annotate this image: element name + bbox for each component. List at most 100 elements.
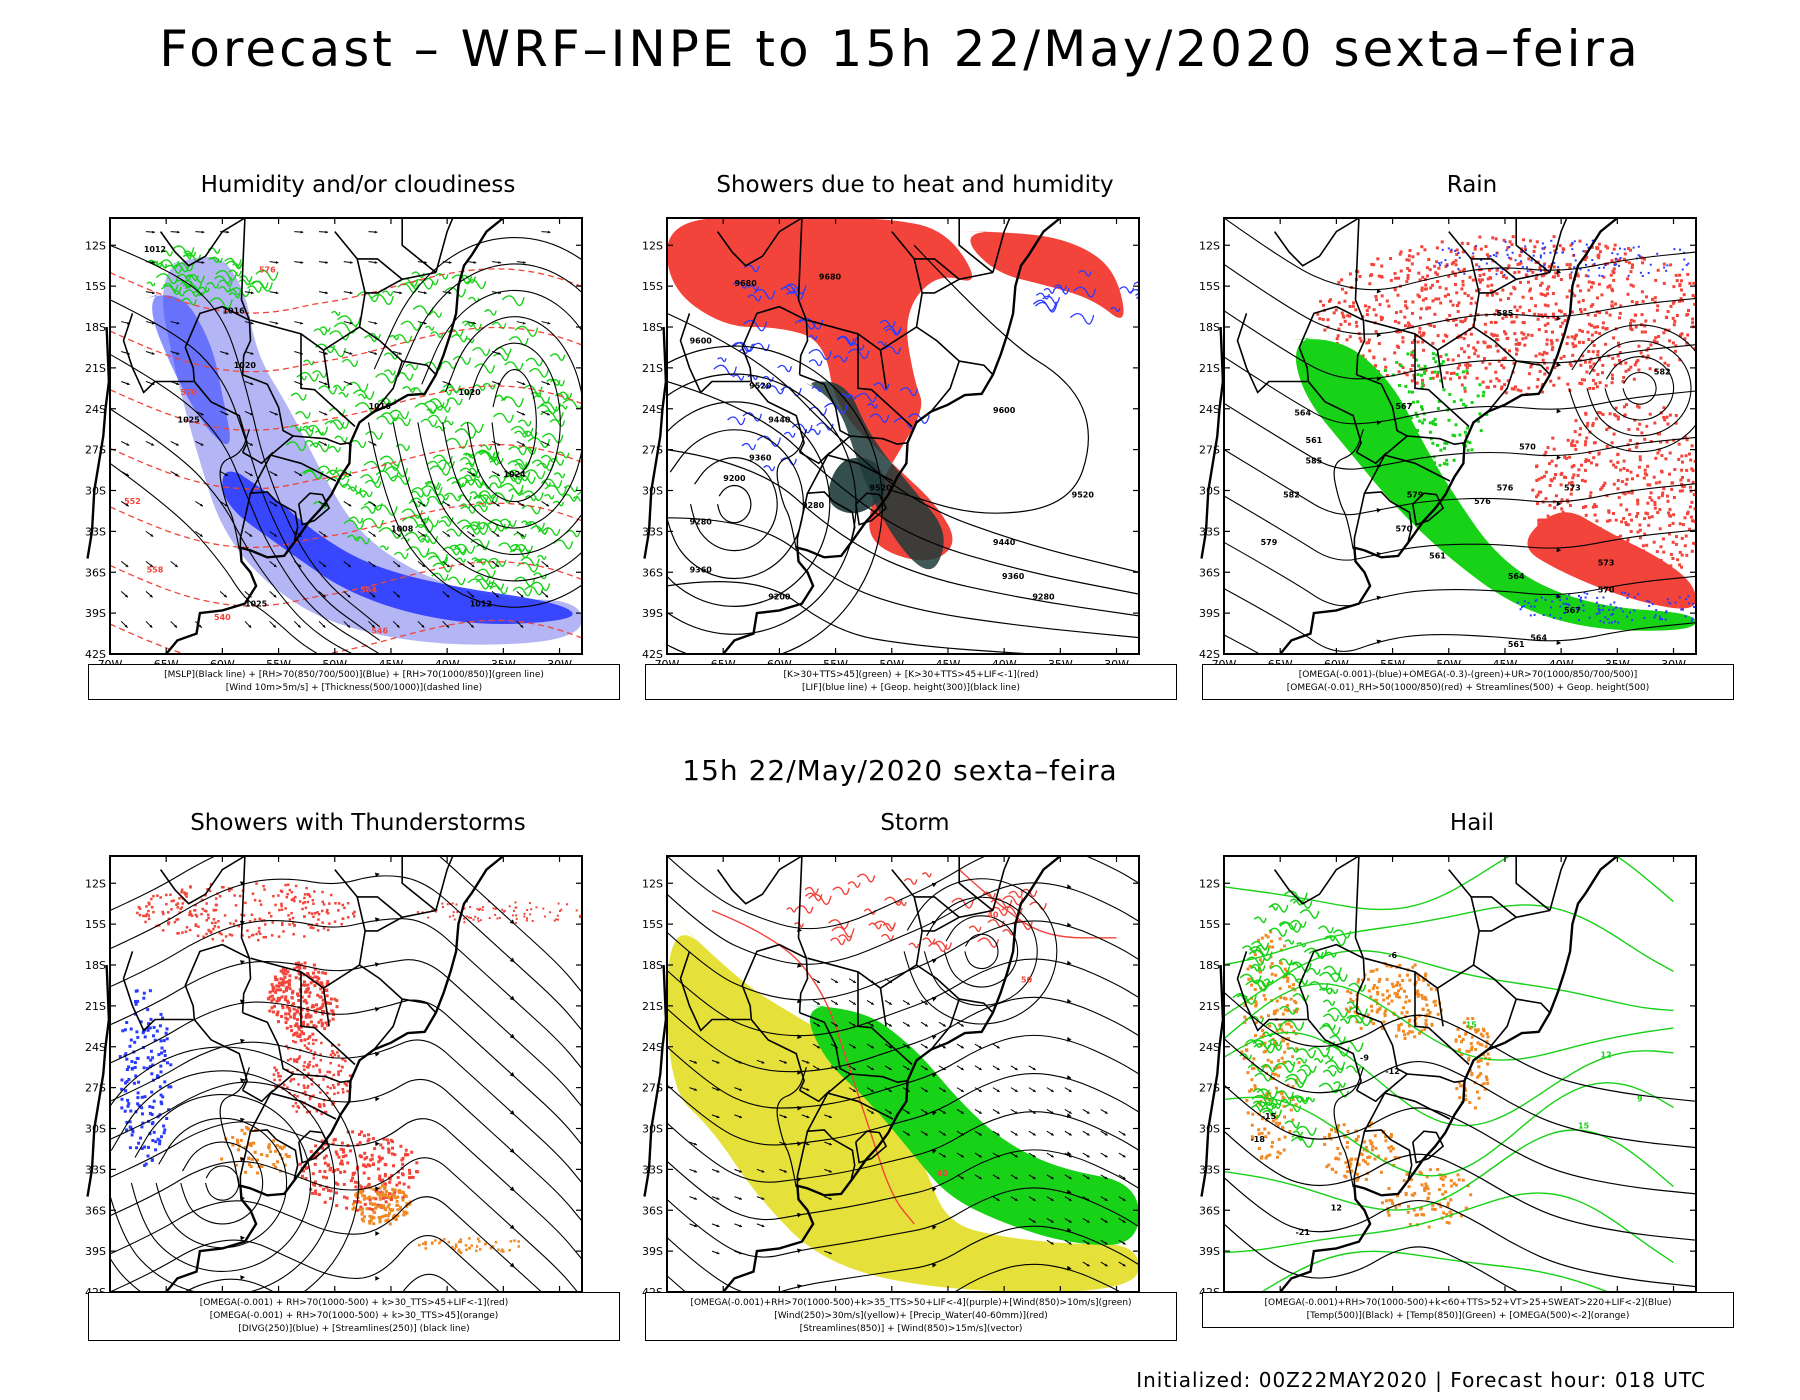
lat-tick-label: 24S — [642, 1041, 663, 1054]
contour-label: 9680 — [819, 272, 842, 281]
contour-label: 546 — [371, 627, 388, 636]
contour-label: 576 — [1497, 484, 1514, 493]
contour-label: 573 — [1598, 558, 1615, 567]
legend-line: [Temp(500)](Black) + [Temp(850)](Green) … — [1306, 1311, 1630, 1321]
lat-tick-label: 27S — [1199, 1082, 1220, 1095]
lat-tick-label: 21S — [642, 362, 663, 375]
lat-tick-label: 33S — [85, 525, 106, 538]
lat-tick-label: 30S — [1199, 1123, 1220, 1136]
lat-tick-label: 21S — [85, 362, 106, 375]
panel-legend: [K>30+TTS>45](green) + [K>30+TTS>45+LIF<… — [645, 664, 1177, 700]
legend-line: [MSLP](Black line) + [RH>70(850/700/500)… — [164, 670, 544, 680]
lat-tick-label: 12S — [85, 239, 106, 252]
field-area — [923, 286, 983, 386]
lat-tick-label: 30S — [642, 485, 663, 498]
lat-tick-label: 15S — [642, 918, 663, 931]
lat-tick-label: 18S — [1199, 959, 1220, 972]
contour-label: 570 — [1519, 443, 1536, 452]
field-area — [1527, 504, 1696, 609]
contour-label: -9 — [1360, 1053, 1369, 1062]
lat-tick-label: 33S — [1199, 525, 1220, 538]
lat-tick-label: 30S — [642, 1123, 663, 1136]
legend-line: [OMEGA(-0.001) + RH>70(1000-500) + k>30_… — [199, 1298, 509, 1308]
contour-label: -15 — [1262, 1112, 1277, 1121]
contour-label: 1025 — [245, 599, 268, 608]
panel-legend: [OMEGA(-0.001) + RH>70(1000-500) + k>30_… — [88, 1292, 620, 1341]
lat-tick-label: 39S — [642, 607, 663, 620]
contour-label: 582 — [1654, 368, 1671, 377]
legend-line: [Wind(250)>30m/s](yellow)+ [Precip_Water… — [774, 1311, 1048, 1321]
lat-tick-label: 12S — [1199, 239, 1220, 252]
contour-label: -12 — [1385, 1067, 1399, 1076]
contour-label: 1020 — [234, 361, 257, 370]
lat-tick-label: 21S — [1199, 1000, 1220, 1013]
contour-label: 564 — [360, 586, 377, 595]
contour-label: -6 — [1388, 951, 1397, 960]
contour-label: 9200 — [723, 474, 746, 483]
panel-title: Rain — [1446, 172, 1498, 198]
contour-label: 576 — [1474, 497, 1491, 506]
lat-tick-label: 18S — [642, 959, 663, 972]
rain-map: 585 582 579 576 573 570 567 564 561 585 582 579 576 5… — [1199, 217, 1697, 671]
contour-label: 1012 — [144, 245, 166, 254]
contour-label: 1016 — [222, 306, 245, 315]
contour-label: 570 — [180, 388, 197, 397]
lat-tick-label: 30S — [85, 1123, 106, 1136]
contour-label: 9600 — [690, 336, 713, 345]
lat-tick-label: 33S — [642, 525, 663, 538]
thunderstorms-map: 70W65W60W55W50W45W40W35W30W12S15S18S21S2… — [85, 855, 583, 1309]
panel-title: Hail — [1449, 810, 1495, 836]
contour-label: 558 — [147, 565, 164, 574]
lat-tick-label: 42S — [85, 648, 106, 661]
contour-label: 9520 — [1072, 490, 1095, 499]
lat-tick-label: 30S — [1199, 485, 1220, 498]
lat-tick-label: 39S — [85, 1245, 106, 1258]
field-area — [959, 231, 1124, 318]
lat-tick-label: 21S — [85, 1000, 106, 1013]
legend-line: [DIVG(250)](blue) + [Streamlines(250)] (… — [238, 1324, 470, 1334]
contour-label: 561 — [1429, 552, 1446, 561]
lat-tick-label: 36S — [1199, 1204, 1220, 1217]
lat-tick-label: 39S — [1199, 607, 1220, 620]
lat-tick-label: 18S — [642, 321, 663, 334]
contour-label: 576 — [259, 266, 276, 275]
lat-tick-label: 12S — [1199, 877, 1220, 890]
contour-label: 12 — [1331, 1203, 1342, 1212]
contour-label: 579 — [1261, 538, 1278, 547]
contour-label: 552 — [124, 497, 141, 506]
contour-label: 12 — [1601, 1051, 1612, 1060]
lat-tick-label: 36S — [642, 566, 663, 579]
contour-label: 40 — [937, 1169, 949, 1178]
field-area — [667, 910, 1139, 1292]
contour-label: 1008 — [391, 524, 414, 533]
panel-title: Storm — [880, 810, 950, 836]
lat-tick-label: 39S — [642, 1245, 663, 1258]
contour-label: 564 — [1294, 409, 1311, 418]
mid-title: 15h 22/May/2020 sexta–feira — [682, 754, 1118, 787]
lat-tick-label: 36S — [642, 1204, 663, 1217]
contour-label: 567 — [1564, 606, 1581, 615]
showers-heat-map: 9680 9680 9600 9520 9440 9360 9200 9280 9600 9520… — [642, 217, 1140, 671]
legend-line: [LIF](blue line) + [Geop. height(300)](b… — [801, 683, 1021, 693]
panel-title: Humidity and/or cloudiness — [200, 172, 516, 198]
contour-label: 1020 — [458, 388, 481, 397]
lat-tick-label: 36S — [85, 566, 106, 579]
contour-label: 564 — [1530, 633, 1547, 642]
hail-map: -9-12-15-18-21151291512-670W65W60W55W50W… — [1199, 855, 1697, 1309]
lat-tick-label: 27S — [642, 444, 663, 457]
contour-label: 540 — [214, 613, 231, 622]
contour-label: 582 — [1283, 490, 1300, 499]
contour-label: 9680 — [735, 279, 758, 288]
lat-tick-label: 12S — [642, 877, 663, 890]
contour-label: 570 — [1598, 586, 1615, 595]
contour-label: 573 — [1564, 484, 1581, 493]
legend-line: [OMEGA(-0.001)-(blue)+OMEGA(-0.3)-(green… — [1298, 670, 1638, 680]
lat-tick-label: 36S — [85, 1204, 106, 1217]
lat-tick-label: 12S — [85, 877, 106, 890]
lat-tick-label: 24S — [85, 1041, 106, 1054]
contour-label: 9520 — [869, 484, 892, 493]
legend-line: [K>30+TTS>45](green) + [K>30+TTS>45+LIF<… — [783, 670, 1039, 680]
legend-line: [Wind 10m>5m/s] + [Thickness(500/1000)](… — [225, 683, 483, 693]
contour-label: 1012 — [470, 599, 492, 608]
lat-tick-label: 18S — [85, 321, 106, 334]
